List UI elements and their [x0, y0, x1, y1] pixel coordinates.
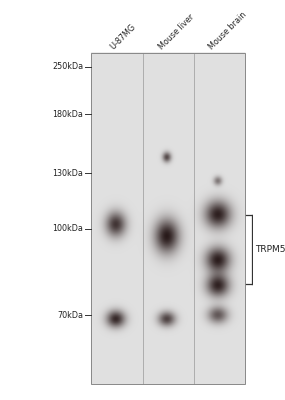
Text: 180kDa: 180kDa: [53, 110, 84, 119]
Text: Mouse brain: Mouse brain: [207, 10, 249, 51]
Bar: [91, 53, 245, 384]
Text: 130kDa: 130kDa: [53, 169, 84, 178]
Text: 250kDa: 250kDa: [52, 62, 84, 71]
Text: 70kDa: 70kDa: [58, 311, 84, 320]
Text: 100kDa: 100kDa: [53, 224, 84, 233]
Text: U-87MG: U-87MG: [109, 22, 138, 51]
Text: TRPM5: TRPM5: [255, 245, 285, 254]
Text: Mouse liver: Mouse liver: [157, 12, 196, 51]
